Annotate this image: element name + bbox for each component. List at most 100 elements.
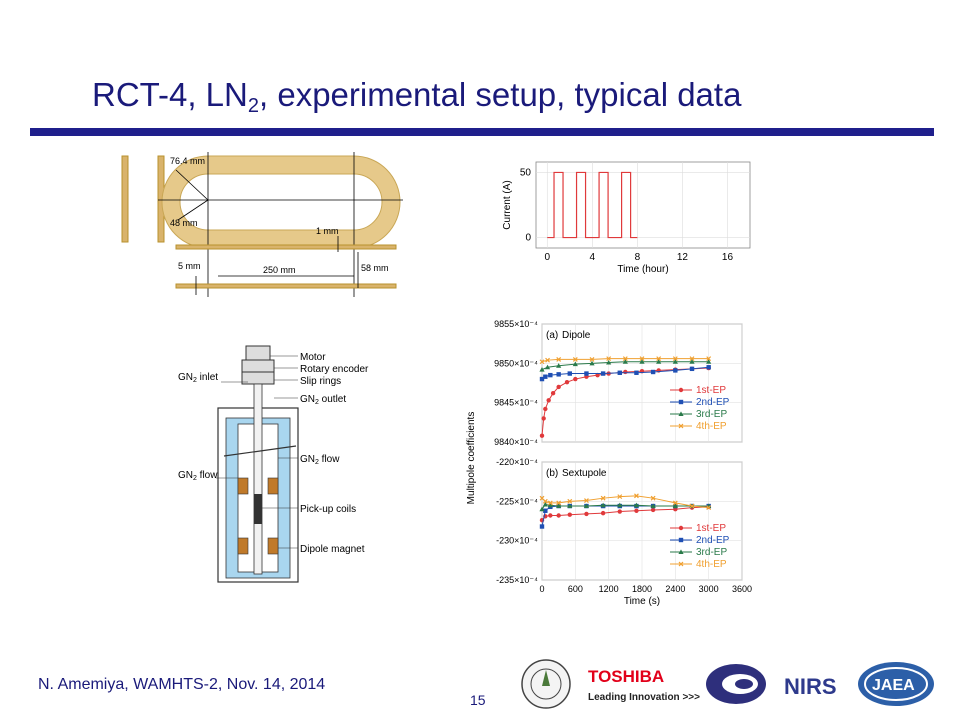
legend-marker <box>678 561 684 567</box>
data-point <box>633 502 640 508</box>
data-point <box>639 359 645 364</box>
series-line <box>541 506 709 521</box>
data-point <box>689 366 695 372</box>
x-tick-label: 1200 <box>599 584 619 594</box>
x-tick-label: 3000 <box>699 584 719 594</box>
data-point <box>541 416 546 421</box>
current-series-line <box>547 171 638 239</box>
data-point <box>545 357 550 363</box>
legend-marker <box>678 423 684 429</box>
legend-label: 2nd-EP <box>696 535 730 546</box>
current-chart: 0 4 8 12 16 0 50 Time (hour) Current (A) <box>502 161 751 275</box>
dim-48: 48 mm <box>170 218 198 228</box>
x-tick-label: 4 <box>590 252 596 263</box>
data-point <box>672 500 678 506</box>
data-point <box>650 495 656 501</box>
data-point <box>617 494 623 500</box>
series-2nd-EP <box>539 365 711 382</box>
series-3rd-EP <box>539 359 712 372</box>
data-point <box>539 367 545 372</box>
y-tick-label: -235×10⁻⁴ <box>496 575 538 585</box>
data-point <box>600 502 606 508</box>
slide-title: RCT-4, LN2, experimental setup, typical … <box>92 76 742 117</box>
data-point <box>572 361 578 367</box>
x-tick-label: 16 <box>722 252 734 263</box>
data-point <box>573 376 578 382</box>
legend-label: 1st-EP <box>696 523 726 534</box>
y-tick-label: -230×10⁻⁴ <box>496 536 538 546</box>
data-point <box>583 503 590 509</box>
svg-text:JAEA: JAEA <box>872 677 915 694</box>
data-point <box>706 505 712 511</box>
svg-text:Leading Innovation >>>: Leading Innovation >>> <box>588 692 700 703</box>
data-point <box>572 356 578 362</box>
data-point <box>539 359 545 365</box>
data-point <box>600 510 606 516</box>
x-tick-label: 12 <box>677 252 689 263</box>
x-tick-label: 0 <box>544 252 550 263</box>
apparatus-diagram: Motor Rotary encoder Slip rings GN2 inle… <box>178 345 369 583</box>
data-point <box>547 502 553 508</box>
data-point <box>584 371 589 376</box>
data-point <box>556 372 561 377</box>
data-point <box>556 384 561 390</box>
swirl-logo <box>706 664 766 704</box>
data-point <box>556 500 562 506</box>
data-point <box>589 356 595 362</box>
data-point <box>656 359 662 364</box>
y-tick-label: 9850×10⁻⁴ <box>494 358 538 368</box>
label-pickup-coils: Pick-up coils <box>300 504 356 515</box>
toshiba-logo: TOSHIBA Leading Innovation >>> <box>588 667 700 703</box>
data-point <box>544 364 551 370</box>
data-point <box>567 371 572 376</box>
data-point <box>634 493 639 499</box>
label-gn2-flow-right: GN2 flow <box>300 454 340 466</box>
x-tick-label: 8 <box>635 252 641 263</box>
data-point <box>639 356 645 362</box>
data-point <box>617 370 622 375</box>
legend-marker <box>678 387 684 393</box>
data-point <box>689 359 695 364</box>
series-4th-EP <box>539 493 712 511</box>
legend-label: 2nd-EP <box>696 397 730 408</box>
legend-marker <box>678 537 684 543</box>
data-point <box>539 524 545 529</box>
data-point <box>622 356 628 362</box>
x-tick-label: 600 <box>568 584 583 594</box>
data-point <box>672 359 678 364</box>
series-1st-EP <box>539 504 711 523</box>
data-point <box>634 508 639 513</box>
data-point <box>650 503 656 509</box>
panel-title: Sextupole <box>562 468 607 479</box>
legend-label: 4th-EP <box>696 559 727 570</box>
x-tick-label: 0 <box>539 584 544 594</box>
legend-marker <box>678 549 684 554</box>
data-point <box>543 406 548 412</box>
label-motor: Motor <box>300 352 326 363</box>
y-tick-label: 9840×10⁻⁴ <box>494 437 538 447</box>
y-tick-label: 50 <box>520 167 532 178</box>
legend-marker <box>678 525 684 531</box>
data-point <box>550 391 556 396</box>
data-point <box>606 359 612 365</box>
label-rotary-encoder: Rotary encoder <box>300 364 369 375</box>
series-2nd-EP <box>539 503 711 529</box>
data-point <box>542 498 548 504</box>
data-point <box>706 365 711 370</box>
y-tick-label: 9855×10⁻⁴ <box>494 319 538 329</box>
data-point <box>543 508 548 513</box>
panel-label: (b) <box>546 468 558 479</box>
page-number: 15 <box>470 692 486 708</box>
x-axis-label: Time (hour) <box>617 264 668 275</box>
data-point <box>673 368 678 373</box>
data-point <box>556 503 562 509</box>
legend-marker <box>678 411 684 416</box>
coil-diagram: 76.4 mm 48 mm 1 mm 5 mm 250 mm 58 mm <box>121 152 403 297</box>
data-point <box>539 506 545 512</box>
data-point <box>706 359 712 364</box>
label-slip-rings: Slip rings <box>300 376 341 387</box>
footer-citation: N. Amemiya, WAMHTS-2, Nov. 14, 2014 <box>38 676 326 693</box>
legend-marker <box>678 399 684 405</box>
data-point <box>556 513 561 518</box>
data-point <box>543 374 548 379</box>
